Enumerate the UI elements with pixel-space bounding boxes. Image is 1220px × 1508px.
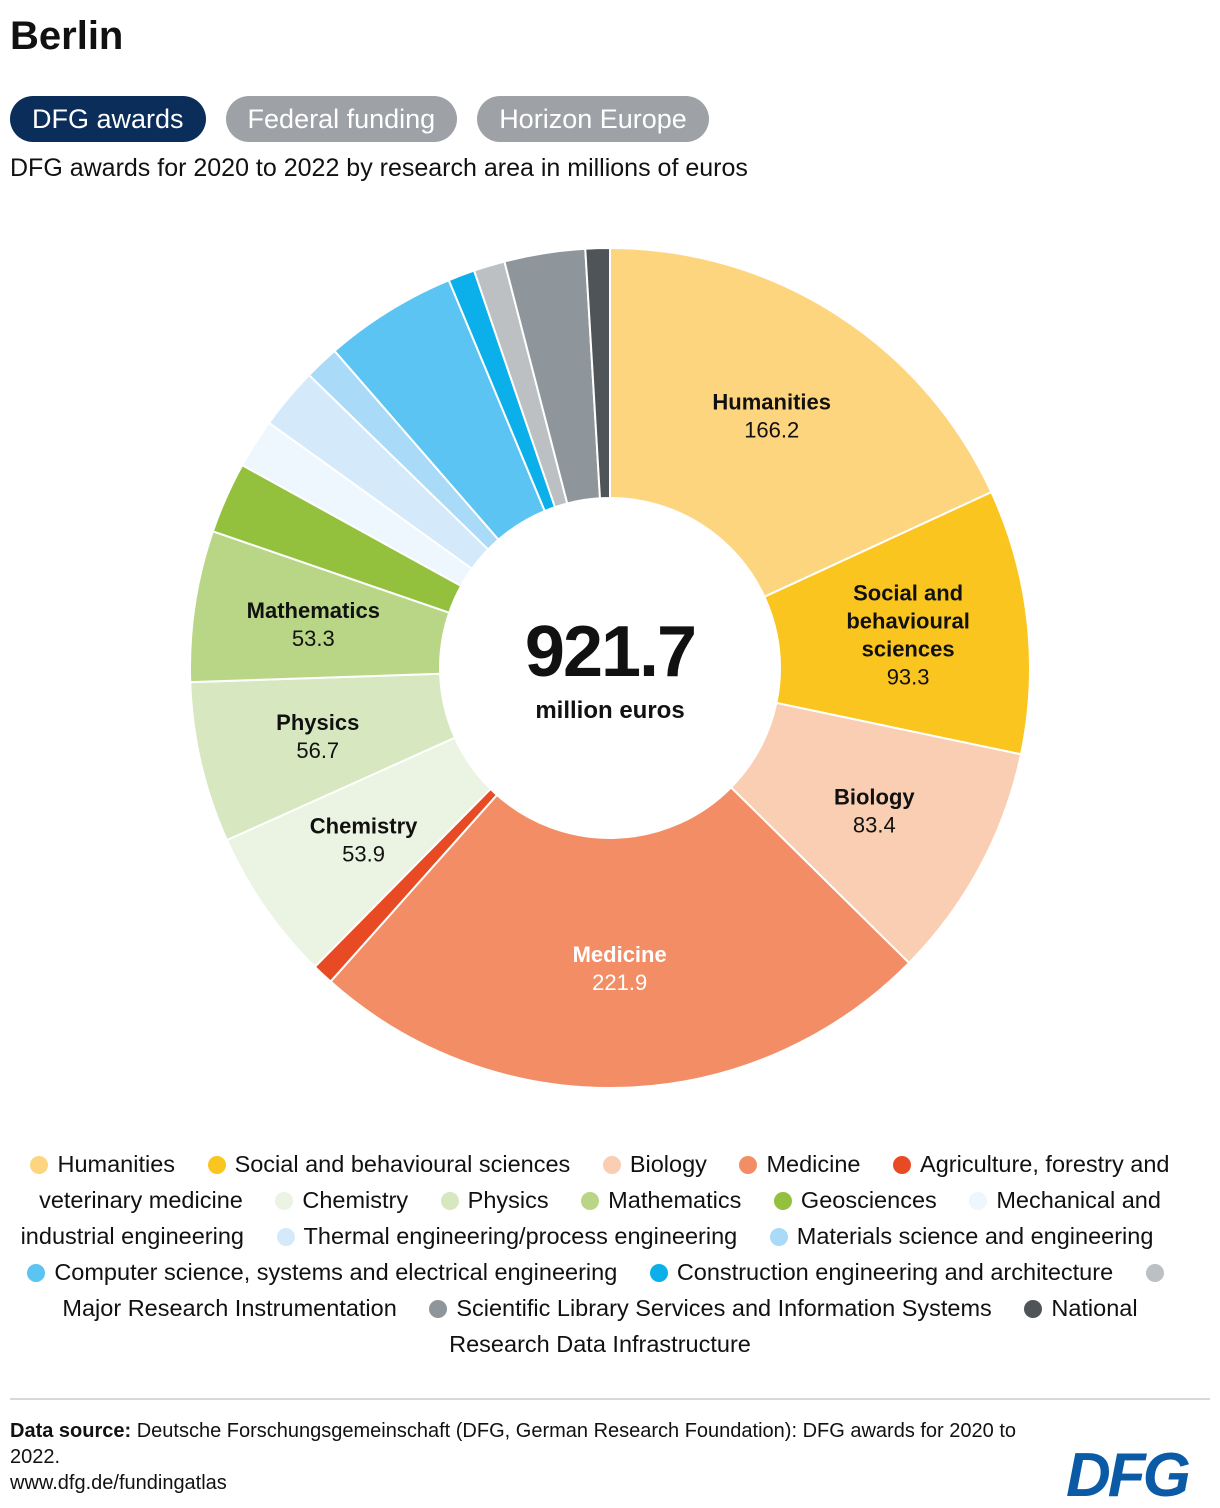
legend-swatch — [969, 1192, 988, 1210]
legend-swatch — [739, 1156, 758, 1174]
legend-swatch — [581, 1192, 600, 1210]
legend-swatch — [275, 1192, 294, 1210]
legend-item: Mathematics — [581, 1187, 741, 1213]
legend-swatch — [1145, 1264, 1164, 1282]
legend-item: Scientific Library Services and Informat… — [429, 1295, 992, 1321]
legend-label: Physics — [467, 1187, 549, 1213]
legend-item: Computer science, systems and electrical… — [27, 1259, 617, 1285]
legend-item: Agriculture, forestry and veterinary med… — [39, 1151, 1169, 1213]
tab-federal-funding[interactable]: Federal funding — [225, 96, 458, 142]
source-label: Data source: — [10, 1420, 132, 1442]
legend-swatch — [276, 1228, 295, 1246]
legend-swatch — [429, 1300, 448, 1318]
legend-item: Major Research Instrumentation — [62, 1259, 1172, 1321]
legend-item: Materials science and engineering — [769, 1223, 1154, 1249]
legend-swatch — [602, 1156, 621, 1174]
source-url[interactable]: www.dfg.de/fundingatlas — [10, 1472, 227, 1494]
legend-swatch — [773, 1192, 792, 1210]
legend-item: National Research Data Infrastructure — [449, 1295, 1137, 1357]
legend-label: Humanities — [57, 1151, 176, 1177]
legend-item: Geosciences — [773, 1187, 937, 1213]
legend-label: National Research Data Infrastructure — [449, 1295, 1138, 1357]
legend-item: Mechanical and industrial engineering — [21, 1187, 1161, 1249]
legend-item: Construction engineering and architectur… — [649, 1259, 1114, 1285]
slice-medicine[interactable] — [329, 785, 911, 1089]
legend-label: Mathematics — [608, 1187, 742, 1213]
dfg-logo: DFG — [1066, 1446, 1193, 1500]
legend-item: Chemistry — [275, 1187, 408, 1213]
legend-swatch — [769, 1228, 788, 1246]
slice-biology[interactable] — [729, 701, 1023, 965]
divider — [10, 1398, 1210, 1400]
center-total: 921.7 — [525, 612, 695, 692]
svg-text:DFG: DFG — [1066, 1446, 1190, 1500]
legend-label: Mechanical and industrial engineering — [20, 1187, 1161, 1249]
legend-swatch — [649, 1264, 668, 1282]
tab-dfg-awards[interactable]: DFG awards — [10, 96, 206, 142]
legend-label: Social and behavioural sciences — [234, 1151, 571, 1177]
slice-label-biology: Biology 83.4 — [834, 784, 915, 837]
legend-label: Chemistry — [302, 1187, 409, 1213]
legend-label: Scientific Library Services and Informat… — [456, 1295, 992, 1321]
chart-legend: Humanities Social and behavioural scienc… — [10, 1146, 1190, 1362]
slice-label-social-and-behavioural-sciences: Social and behavioural sciences 93.3 — [846, 581, 969, 690]
center-unit: million euros — [535, 697, 684, 724]
legend-label: Thermal engineering/process engineering — [303, 1223, 738, 1249]
slice-social-and-behavioural-sciences[interactable] — [763, 490, 1031, 756]
tab-horizon-europe[interactable]: Horizon Europe — [477, 96, 709, 142]
legend-item: Humanities — [30, 1151, 175, 1177]
legend-swatch — [30, 1156, 49, 1174]
legend-item: Social and behavioural sciences — [207, 1151, 571, 1177]
legend-label: Biology — [629, 1151, 707, 1177]
slice-label-chemistry: Chemistry 53.9 — [310, 813, 418, 866]
slice-label-mathematics: Mathematics 53.3 — [247, 598, 380, 651]
legend-label: Geosciences — [800, 1187, 937, 1213]
slice-national-research-data-infrastructure[interactable] — [584, 246, 611, 500]
legend-label: Medicine — [766, 1151, 861, 1177]
legend-swatch — [207, 1156, 226, 1174]
slice-label-humanities: Humanities 166.2 — [712, 390, 831, 443]
legend-item: Thermal engineering/process engineering — [276, 1223, 738, 1249]
legend-item: Biology — [602, 1151, 707, 1177]
slice-label-physics: Physics 56.7 — [276, 710, 359, 763]
data-source: Data source: Deutsche Forschungsgemeinsc… — [10, 1418, 1040, 1496]
slice-humanities[interactable] — [609, 246, 993, 599]
legend-label: Computer science, systems and electrical… — [54, 1259, 618, 1285]
legend-label: Construction engineering and architectur… — [676, 1259, 1114, 1285]
legend-item: Medicine — [739, 1151, 861, 1177]
legend-label: Major Research Instrumentation — [62, 1295, 397, 1321]
legend-swatch — [27, 1264, 46, 1282]
tab-bar: DFG awards Federal funding Horizon Europ… — [10, 96, 709, 142]
legend-swatch — [893, 1156, 912, 1174]
chart-subtitle: DFG awards for 2020 to 2022 by research … — [10, 154, 748, 182]
source-text: Deutsche Forschungsgemeinschaft (DFG, Ge… — [10, 1420, 1016, 1468]
page-title: Berlin — [10, 14, 124, 58]
legend-item: Physics — [440, 1187, 549, 1213]
slice-label-medicine: Medicine 221.9 — [573, 942, 667, 995]
legend-label: Agriculture, forestry and veterinary med… — [39, 1151, 1170, 1213]
legend-swatch — [1024, 1300, 1043, 1318]
legend-swatch — [440, 1192, 459, 1210]
legend-label: Materials science and engineering — [796, 1223, 1154, 1249]
